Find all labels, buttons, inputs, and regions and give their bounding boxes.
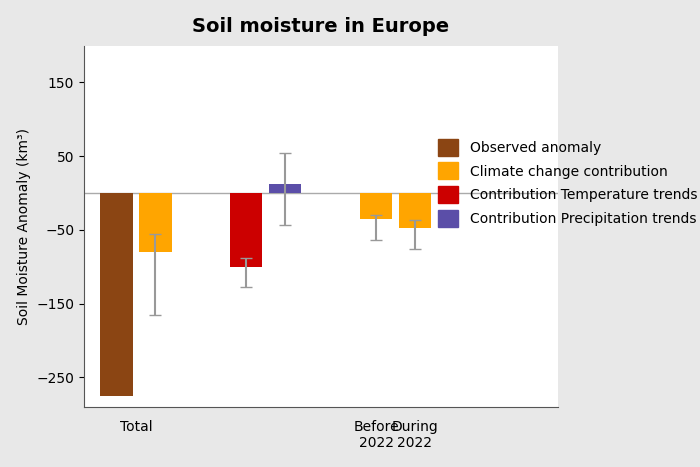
Title: Soil moisture in Europe: Soil moisture in Europe [193, 17, 449, 35]
Bar [139, 193, 172, 252]
Legend: Observed anomaly, Climate change contribution, Contribution Temperature trends, : Observed anomaly, Climate change contrib… [432, 133, 700, 233]
Bar [399, 193, 431, 228]
Bar [360, 193, 392, 219]
Y-axis label: Soil Moisture Anomaly (km³): Soil Moisture Anomaly (km³) [17, 128, 31, 325]
Bar [230, 193, 262, 267]
Text: During
2022: During 2022 [391, 420, 438, 450]
Bar [269, 184, 302, 193]
Text: Total: Total [120, 420, 152, 434]
Bar [100, 193, 132, 396]
Text: Before
2022: Before 2022 [354, 420, 399, 450]
